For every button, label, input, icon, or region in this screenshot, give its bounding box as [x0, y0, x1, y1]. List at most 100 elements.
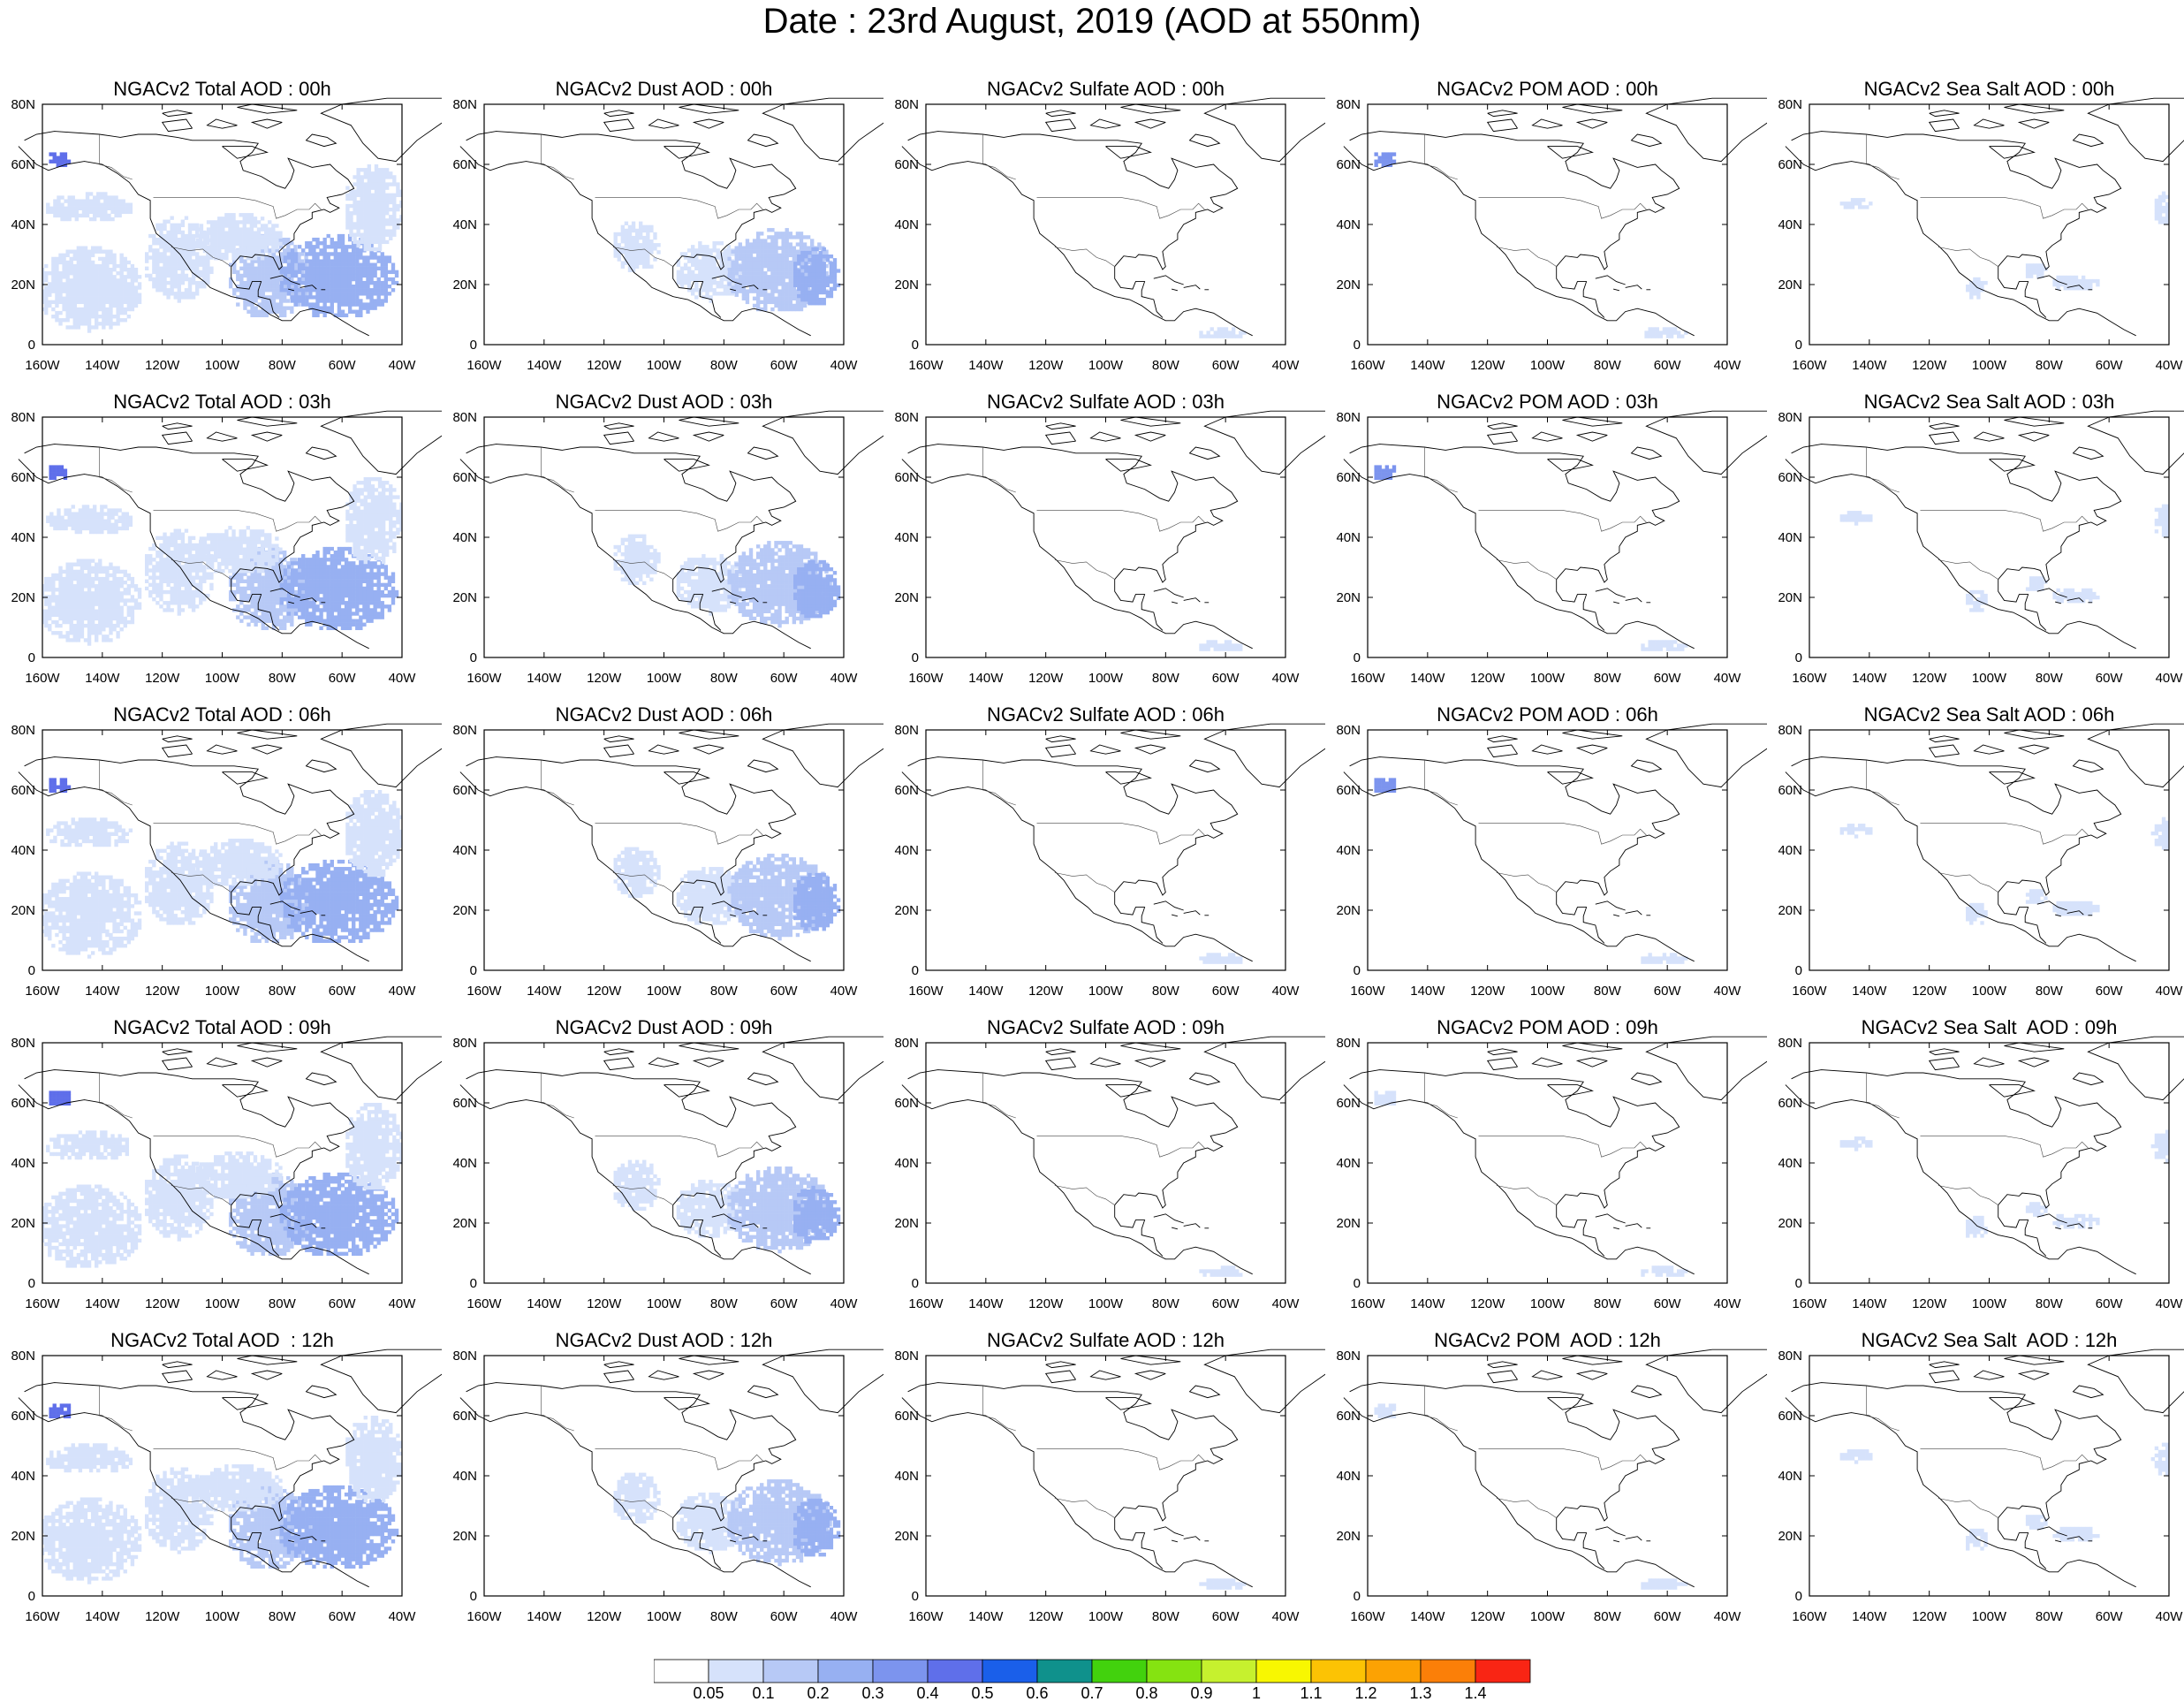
- aod-cell: [305, 565, 309, 569]
- aod-cell: [315, 266, 320, 270]
- aod-cell: [767, 235, 771, 239]
- aod-cell: [741, 282, 747, 286]
- coastline: [1595, 275, 1626, 285]
- aod-cell: [95, 631, 99, 635]
- aod-cell: [63, 472, 68, 476]
- aod-cell: [385, 211, 390, 216]
- aod-cell: [271, 593, 277, 598]
- aod-cell: [69, 249, 73, 254]
- aod-cell: [1662, 331, 1667, 335]
- aod-cell: [297, 568, 301, 573]
- aod-cell: [133, 293, 139, 297]
- aod-cell: [76, 310, 81, 315]
- aod-cell: [286, 597, 292, 602]
- aod-cell: [42, 591, 45, 596]
- aod-cell: [87, 325, 92, 330]
- aod-cell: [716, 266, 720, 270]
- aod-cell: [249, 217, 254, 221]
- country-border: [1036, 197, 1205, 219]
- aod-cell: [256, 245, 262, 250]
- aod-cell: [377, 232, 383, 237]
- aod-cell: [301, 558, 306, 562]
- aod-cell: [51, 256, 56, 262]
- aod-cell: [355, 285, 360, 289]
- aod-cell: [187, 586, 193, 591]
- aod-cell: [105, 619, 110, 625]
- aod-cell: [374, 232, 379, 237]
- aod-cell: [2154, 217, 2159, 221]
- aod-cell: [180, 259, 186, 263]
- aod-cell: [80, 588, 85, 592]
- aod-cell: [785, 249, 789, 254]
- aod-cell: [340, 245, 345, 249]
- aod-cell: [716, 248, 720, 253]
- aod-cell: [76, 580, 81, 585]
- lat-tick-label: 0: [1354, 338, 1361, 353]
- aod-cell: [59, 152, 64, 156]
- aod-cell: [785, 289, 789, 293]
- aod-cell: [283, 292, 287, 296]
- aod-cell: [126, 605, 132, 610]
- aod-cell: [326, 306, 330, 310]
- aod-cell: [716, 270, 720, 275]
- aod-cell: [308, 266, 313, 270]
- aod-cell: [679, 270, 685, 275]
- aod-cell: [130, 263, 135, 269]
- aod-cell: [57, 515, 61, 520]
- aod-cell: [123, 263, 127, 269]
- aod-cell: [105, 289, 110, 293]
- aod-cell: [72, 271, 77, 276]
- aod-cell: [283, 619, 287, 623]
- aod-cell: [359, 266, 363, 270]
- aod-cell: [811, 286, 815, 292]
- aod-cell: [312, 593, 316, 598]
- aod-cell: [822, 265, 826, 270]
- aod-cell: [649, 228, 654, 233]
- aod-cell: [319, 601, 323, 605]
- aod-cell: [705, 252, 709, 256]
- aod-cell: [719, 277, 724, 282]
- aod-cell: [286, 601, 292, 605]
- aod-cell: [130, 307, 135, 312]
- aod-cell: [209, 231, 215, 235]
- aod-cell: [337, 285, 342, 289]
- aod-cell: [148, 582, 153, 588]
- aod-cell: [51, 278, 56, 283]
- aod-cell: [133, 296, 139, 300]
- aod-cell: [705, 277, 709, 282]
- aod-cell: [832, 272, 838, 277]
- lon-tick-label: 140W: [85, 358, 120, 373]
- aod-cell: [705, 266, 709, 270]
- aod-cell: [80, 631, 85, 635]
- aod-cell: [308, 568, 313, 573]
- aod-cell: [92, 217, 97, 222]
- aod-cell: [83, 271, 88, 276]
- aod-cell: [253, 238, 258, 243]
- aod-cell: [326, 273, 330, 278]
- aod-cell: [1973, 288, 1977, 293]
- aod-cell: [152, 572, 156, 576]
- aod-cell: [353, 196, 357, 201]
- aod-cell: [96, 206, 101, 210]
- aod-cell: [818, 255, 823, 259]
- aod-cell: [810, 239, 815, 243]
- aod-cell: [261, 288, 265, 293]
- aod-cell: [642, 243, 647, 247]
- aod-cell: [355, 280, 360, 285]
- aod-cell: [774, 246, 778, 250]
- aod-cell: [56, 472, 60, 476]
- aod-cell: [261, 273, 265, 278]
- aod-cell: [709, 273, 713, 278]
- aod-cell: [352, 302, 356, 307]
- aod-cell: [374, 211, 379, 216]
- aod-cell: [194, 575, 200, 580]
- aod-cell: [48, 584, 52, 589]
- aod-cell: [322, 277, 327, 282]
- aod-cell: [264, 262, 269, 267]
- aod-cell: [381, 200, 386, 205]
- aod-cell: [55, 318, 59, 323]
- aod-cell: [290, 273, 295, 278]
- aod-cell: [797, 283, 801, 288]
- aod-cell: [155, 601, 160, 605]
- aod-cell: [1206, 331, 1210, 335]
